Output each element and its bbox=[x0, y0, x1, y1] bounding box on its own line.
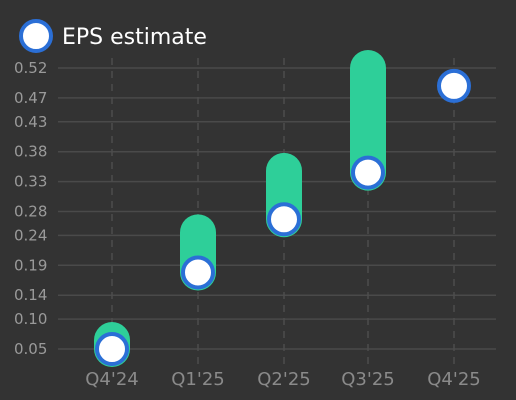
y-tick-label: 0.38 bbox=[14, 143, 47, 161]
x-tick-label: Q4'25 bbox=[427, 369, 480, 390]
x-tick-label: Q1'25 bbox=[171, 369, 224, 390]
y-tick-label: 0.05 bbox=[14, 340, 47, 358]
y-tick-label: 0.10 bbox=[14, 310, 47, 328]
y-tick-label: 0.19 bbox=[14, 256, 47, 274]
estimate-marker bbox=[95, 332, 129, 367]
y-tick-label: 0.24 bbox=[14, 226, 47, 244]
y-tick-label: 0.52 bbox=[14, 59, 47, 77]
y-tick-label: 0.33 bbox=[14, 173, 47, 191]
estimate-markers bbox=[95, 68, 471, 367]
y-tick-label: 0.43 bbox=[14, 113, 47, 131]
x-tick-label: Q4'24 bbox=[85, 369, 138, 390]
y-axis-ticks: 0.05 0.10 0.14 0.19 0.24 0.28 0.33 0.38 0.43 0.47… bbox=[14, 59, 47, 358]
x-tick-label: Q3'25 bbox=[341, 369, 394, 390]
x-tick-label: Q2'25 bbox=[257, 369, 310, 390]
estimate-marker bbox=[351, 155, 385, 190]
legend-marker-icon bbox=[19, 19, 53, 53]
x-axis-ticks: Q4'24 Q1'25 Q2'25 Q3'25 Q4'25 bbox=[85, 369, 480, 390]
range-bars bbox=[94, 49, 386, 368]
estimate-marker bbox=[181, 255, 215, 290]
y-tick-label: 0.28 bbox=[14, 202, 47, 220]
legend-label: EPS estimate bbox=[62, 25, 207, 50]
legend: EPS estimate bbox=[19, 19, 207, 53]
y-tick-label: 0.47 bbox=[14, 89, 47, 107]
estimate-marker bbox=[267, 202, 301, 237]
estimate-marker bbox=[437, 68, 471, 103]
y-tick-label: 0.14 bbox=[14, 286, 47, 304]
